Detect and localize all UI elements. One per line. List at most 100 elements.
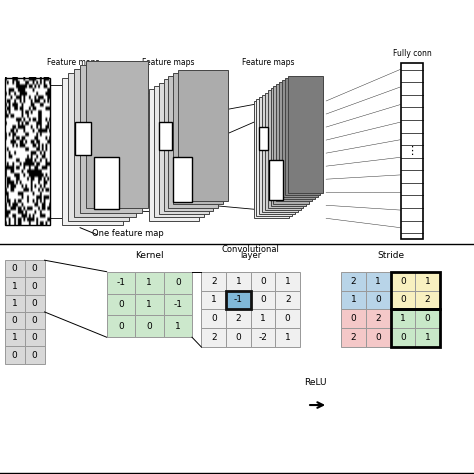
Bar bbox=[164, 272, 192, 293]
Bar bbox=[262, 95, 298, 212]
Text: 0: 0 bbox=[425, 314, 430, 323]
Text: 0: 0 bbox=[146, 322, 152, 331]
Bar bbox=[275, 272, 300, 291]
Text: 1: 1 bbox=[12, 299, 18, 308]
Bar bbox=[391, 328, 415, 347]
Bar bbox=[25, 312, 45, 329]
Bar bbox=[5, 329, 25, 346]
Text: 2: 2 bbox=[425, 295, 430, 304]
Text: 0: 0 bbox=[118, 300, 124, 309]
Text: 0: 0 bbox=[32, 264, 37, 273]
Text: Convolutional: Convolutional bbox=[222, 246, 280, 255]
Text: 0: 0 bbox=[32, 299, 37, 308]
Text: 2: 2 bbox=[285, 295, 291, 304]
Text: 2: 2 bbox=[351, 333, 356, 342]
Bar bbox=[201, 328, 226, 347]
Text: 0: 0 bbox=[12, 351, 18, 360]
Bar bbox=[269, 160, 283, 200]
Bar bbox=[276, 84, 312, 201]
Bar bbox=[282, 80, 318, 197]
Bar bbox=[256, 99, 292, 216]
Bar bbox=[288, 76, 323, 193]
Bar bbox=[271, 88, 306, 206]
Bar bbox=[226, 291, 251, 310]
Text: 0: 0 bbox=[118, 322, 124, 331]
Text: 1: 1 bbox=[351, 295, 356, 304]
Bar bbox=[366, 310, 391, 328]
Bar bbox=[25, 295, 45, 312]
Bar bbox=[107, 293, 135, 315]
Bar bbox=[415, 291, 440, 310]
Text: 0: 0 bbox=[175, 278, 181, 287]
Bar bbox=[5, 277, 25, 295]
Bar bbox=[68, 73, 129, 221]
Text: 0: 0 bbox=[12, 264, 18, 273]
Text: 2: 2 bbox=[375, 314, 381, 323]
Bar bbox=[25, 277, 45, 295]
Text: 1: 1 bbox=[425, 277, 430, 286]
Bar bbox=[341, 310, 366, 328]
Bar bbox=[275, 328, 300, 347]
Bar bbox=[25, 260, 45, 277]
Bar bbox=[341, 328, 366, 347]
Text: 0: 0 bbox=[375, 333, 381, 342]
Text: Feature maps: Feature maps bbox=[142, 58, 194, 67]
Text: Feature maps: Feature maps bbox=[242, 58, 294, 67]
Bar bbox=[201, 272, 226, 291]
Bar bbox=[366, 272, 391, 291]
Bar bbox=[259, 127, 268, 150]
Text: 1: 1 bbox=[146, 278, 152, 287]
Bar bbox=[391, 310, 440, 347]
Text: 0: 0 bbox=[32, 351, 37, 360]
Bar bbox=[154, 86, 204, 218]
Bar bbox=[135, 293, 164, 315]
Bar bbox=[5, 312, 25, 329]
Bar bbox=[251, 291, 275, 310]
Bar bbox=[159, 122, 172, 150]
Bar bbox=[275, 310, 300, 328]
Bar bbox=[273, 86, 309, 203]
Text: -1: -1 bbox=[173, 300, 182, 309]
Bar bbox=[149, 89, 199, 221]
Bar bbox=[62, 78, 123, 225]
Text: 1: 1 bbox=[236, 277, 241, 286]
Bar bbox=[341, 272, 366, 291]
Bar bbox=[25, 329, 45, 346]
Bar bbox=[107, 272, 135, 293]
Text: ReLU: ReLU bbox=[304, 378, 327, 387]
Bar bbox=[268, 91, 303, 208]
Bar bbox=[391, 272, 415, 291]
Bar bbox=[173, 73, 223, 204]
Text: 1: 1 bbox=[375, 277, 381, 286]
Bar bbox=[391, 272, 440, 310]
Text: 0: 0 bbox=[236, 333, 241, 342]
Bar bbox=[285, 78, 320, 195]
Text: -1: -1 bbox=[117, 278, 125, 287]
Bar bbox=[135, 315, 164, 337]
Text: Kernel: Kernel bbox=[135, 251, 164, 260]
Text: 0: 0 bbox=[32, 333, 37, 342]
Text: 2: 2 bbox=[351, 277, 356, 286]
Bar bbox=[5, 346, 25, 364]
Text: One feature map: One feature map bbox=[92, 229, 164, 238]
Bar bbox=[391, 291, 415, 310]
Bar bbox=[265, 92, 301, 210]
Text: 1: 1 bbox=[285, 277, 291, 286]
Text: Fully conn: Fully conn bbox=[392, 48, 431, 57]
Bar bbox=[254, 101, 289, 219]
Text: -1: -1 bbox=[234, 295, 243, 304]
Text: 0: 0 bbox=[375, 295, 381, 304]
Bar bbox=[5, 78, 50, 225]
Text: 0: 0 bbox=[32, 282, 37, 291]
Text: 0: 0 bbox=[400, 295, 406, 304]
Text: 0: 0 bbox=[351, 314, 356, 323]
Bar bbox=[259, 97, 295, 214]
Text: 1: 1 bbox=[12, 333, 18, 342]
Bar bbox=[415, 310, 440, 328]
Bar bbox=[201, 291, 226, 310]
Bar bbox=[178, 70, 228, 201]
Text: 0: 0 bbox=[32, 316, 37, 325]
Bar bbox=[94, 157, 118, 209]
Text: ⋮: ⋮ bbox=[406, 146, 418, 156]
Text: Feature maps: Feature maps bbox=[47, 58, 100, 67]
